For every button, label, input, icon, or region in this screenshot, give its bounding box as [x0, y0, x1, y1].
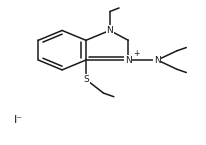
- Text: N: N: [153, 56, 160, 65]
- Text: N: N: [124, 56, 131, 65]
- Text: I⁻: I⁻: [14, 115, 23, 125]
- Text: S: S: [83, 75, 88, 84]
- Text: N: N: [106, 26, 112, 35]
- Text: +: +: [133, 49, 139, 58]
